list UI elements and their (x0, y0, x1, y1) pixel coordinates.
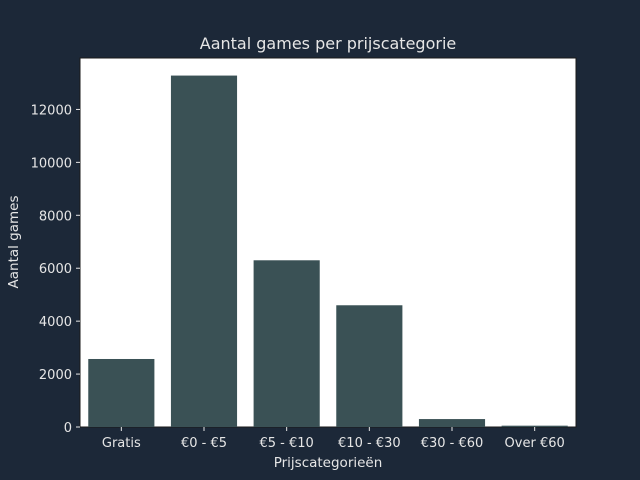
y-tick-label: 10000 (31, 156, 72, 171)
chart-title: Aantal games per prijscategorie (200, 34, 456, 53)
bar-0 (88, 358, 155, 427)
y-tick-label: 2000 (39, 368, 72, 383)
bar-1 (170, 75, 238, 428)
bar-2 (253, 260, 320, 427)
y-tick-label: 12000 (31, 103, 72, 118)
x-tick-label: €10 - €30 (338, 436, 401, 451)
x-axis-ticks: Gratis €0 - €5 €5 - €10 €10 - €30 €30 - €60 O… (102, 427, 565, 451)
y-tick-label: 0 (64, 421, 72, 436)
y-tick-label: 8000 (39, 209, 72, 224)
x-tick-label: Over €60 (505, 436, 565, 451)
x-tick-label: €0 - €5 (181, 436, 227, 451)
x-tick-label: €30 - €60 (421, 436, 484, 451)
bar-4 (418, 419, 486, 427)
y-axis-ticks: 0 2000 4000 6000 8000 10000 12000 (31, 103, 80, 436)
x-tick-label: €5 - €10 (260, 436, 314, 451)
bars (88, 75, 568, 428)
x-axis-label: Prijscategorieën (274, 455, 383, 471)
y-axis-label: Aantal games (6, 195, 22, 288)
y-tick-label: 6000 (39, 262, 72, 277)
plot-area (79, 57, 577, 428)
x-tick-label: Gratis (102, 436, 141, 451)
bar-3 (336, 305, 403, 427)
y-tick-label: 4000 (39, 315, 72, 330)
bar-5 (501, 425, 568, 427)
